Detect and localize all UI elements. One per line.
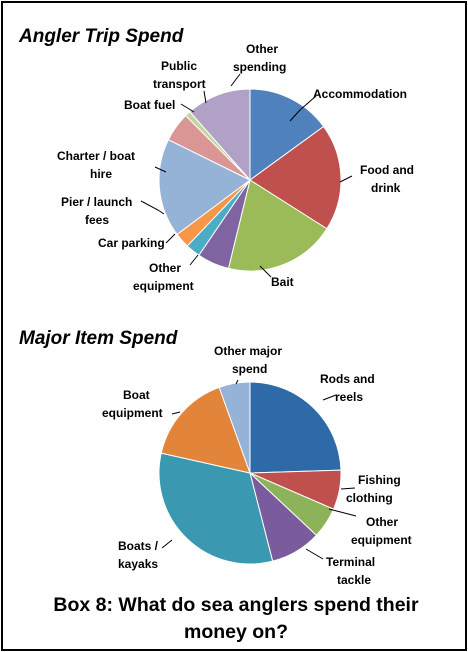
leader-car-parking	[165, 233, 176, 244]
label-rods-reels-line1: Rods and	[320, 372, 375, 386]
chart-title-trip: Angler Trip Spend	[18, 26, 184, 47]
chart-title-major: Major Item Spend	[19, 328, 178, 349]
caption-line-1: Box 8: What do sea anglers spend their	[53, 594, 419, 616]
leader-other-equipment-trip	[189, 254, 199, 266]
label-fishing-clothing-line2: clothing	[346, 491, 393, 505]
label-food-drink-line1: Food and	[360, 163, 414, 177]
leader-public-transport	[203, 90, 207, 104]
label-pier-fees-line1: Pier / launch	[61, 195, 132, 209]
pie-slice-boats-kayaks	[158, 452, 274, 565]
label-terminal-tackle-line1: Terminal	[326, 555, 375, 569]
label-other-spending-line1: Other	[246, 42, 278, 56]
label-boats-kayaks-line2: kayaks	[118, 557, 158, 571]
pie-trip-spend	[158, 88, 342, 272]
pie-slice-rods-and-reels	[249, 381, 342, 474]
leader-charter	[154, 166, 167, 173]
leader-rods-reels	[322, 394, 337, 401]
label-public-transport-line2: transport	[153, 77, 206, 91]
leader-food-drink	[339, 175, 353, 183]
label-boats-kayaks-line1: Boats /	[118, 539, 159, 553]
leader-boats-kayaks	[161, 539, 173, 549]
label-charter-line1: Charter / boat	[57, 149, 135, 163]
label-other-equipment-trip-line2: equipment	[133, 279, 194, 293]
leader-other-spending	[230, 73, 241, 87]
leader-fishing-clothing	[340, 487, 356, 490]
leader-terminal-tackle	[305, 548, 324, 560]
pie-slice-other-major-spend	[218, 381, 251, 474]
label-other-major-line2: spend	[232, 362, 267, 376]
label-terminal-tackle-line2: tackle	[337, 573, 371, 587]
pie-slice-charter-boat-hire	[158, 139, 251, 236]
label-boat-equipment-line2: equipment	[102, 406, 163, 420]
label-bait: Bait	[271, 275, 294, 289]
label-other-equipment-major-line2: equipment	[351, 533, 412, 547]
label-other-equipment-major-line1: Other	[366, 515, 398, 529]
label-other-spending-line2: spending	[233, 60, 286, 74]
pie-major-spend	[158, 381, 342, 565]
label-fishing-clothing-line1: Fishing	[358, 473, 401, 487]
pie-slice-bait	[227, 179, 328, 272]
label-boat-fuel: Boat fuel	[124, 98, 175, 112]
leader-boat-fuel	[180, 103, 195, 113]
leader-bait	[259, 265, 272, 278]
label-pier-fees-line2: fees	[85, 213, 109, 227]
pie-slice-food-and-drink	[249, 125, 342, 230]
label-public-transport-line1: Public	[161, 59, 197, 73]
label-rods-reels-line2: reels	[335, 390, 363, 404]
label-accommodation: Accommodation	[313, 87, 407, 101]
leader-other-equipment-major	[328, 508, 357, 517]
label-other-equipment-trip-line1: Other	[149, 261, 181, 275]
caption-line-2: money on?	[184, 621, 288, 643]
pie-slice-other-spending	[189, 88, 251, 182]
leader-accommodation	[289, 95, 317, 122]
leader-other-major	[235, 379, 239, 385]
label-food-drink-line2: drink	[371, 181, 401, 195]
pie-major-labels: Rods and reels Fishing clothing Other eq…	[102, 344, 412, 587]
leader-pier-fees	[140, 200, 165, 215]
label-boat-equipment-line1: Boat	[123, 388, 150, 402]
label-other-major-line1: Other major	[214, 344, 282, 358]
pie-slice-boat-equipment	[160, 386, 251, 474]
leader-boat-equipment	[171, 411, 181, 415]
pie-slice-accommodation	[249, 88, 325, 181]
label-charter-line2: hire	[90, 167, 112, 181]
label-car-parking: Car parking	[98, 236, 165, 250]
leader-lines	[140, 73, 357, 560]
pie-trip-labels: Accommodation Food and drink Bait Other …	[57, 42, 414, 293]
